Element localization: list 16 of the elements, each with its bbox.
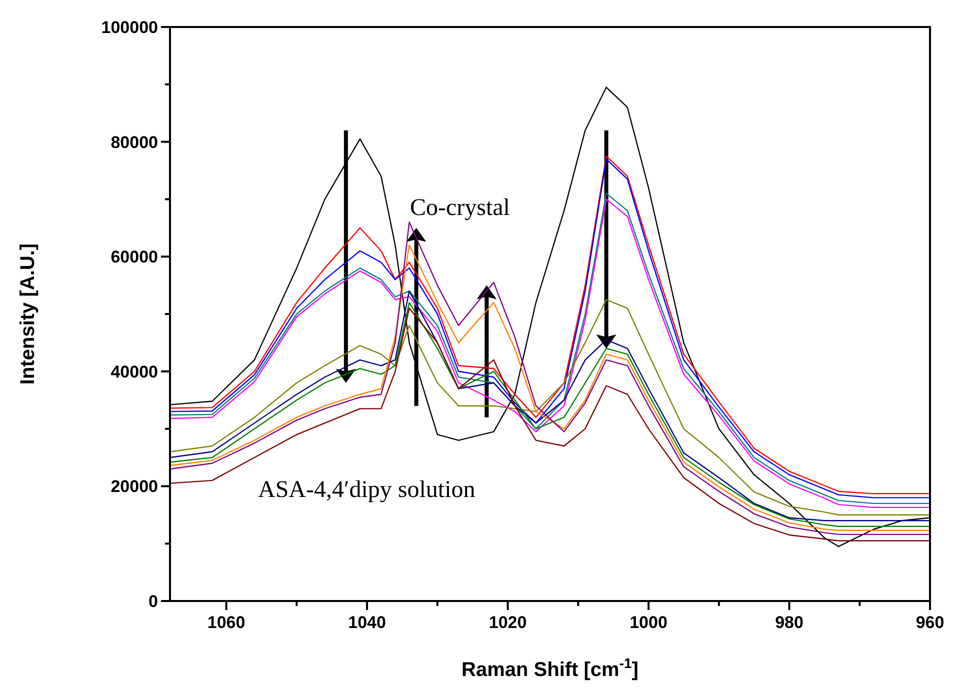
annotation: Co-crystal — [410, 195, 510, 221]
x-tick-label: 1040 — [348, 613, 386, 632]
x-tick-label: 1000 — [630, 613, 668, 632]
y-tick-label: 100000 — [101, 18, 158, 37]
y-tick-label: 20000 — [110, 477, 158, 496]
x-tick-label: 1020 — [488, 613, 527, 632]
y-tick-label: 0 — [148, 592, 158, 611]
y-tick-label: 40000 — [110, 362, 158, 382]
x-axis-title: Raman Shift [cm$^{-1}$] — [462, 655, 638, 681]
x-tick-label: 960 — [916, 613, 944, 632]
y-tick-label: 60000 — [110, 248, 158, 267]
x-tick-label: 980 — [775, 613, 804, 632]
x-tick-label: 1060 — [207, 613, 246, 632]
y-tick-label: 80000 — [110, 132, 158, 152]
annotation: ASA-4,4′dipy solution — [258, 477, 476, 503]
y-axis-title: Intensity [A.U.] — [17, 243, 39, 385]
